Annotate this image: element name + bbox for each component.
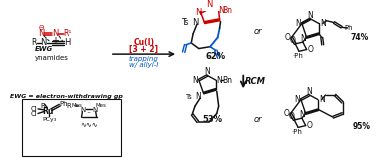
Text: EWG = electron-withdrawing gp: EWG = electron-withdrawing gp: [10, 94, 123, 99]
Text: N: N: [38, 29, 44, 38]
Text: or: or: [253, 115, 262, 124]
Text: Mes: Mes: [71, 103, 82, 108]
Text: Mes: Mes: [96, 103, 107, 108]
Text: Bn: Bn: [222, 6, 232, 15]
Text: N: N: [40, 38, 47, 48]
Text: 53%: 53%: [202, 115, 222, 124]
Text: N: N: [320, 19, 325, 28]
Text: R: R: [31, 38, 37, 48]
Text: N: N: [308, 11, 313, 20]
Text: N: N: [52, 29, 58, 38]
Text: N: N: [307, 87, 312, 96]
Text: N: N: [217, 76, 223, 85]
Text: 95%: 95%: [352, 122, 370, 131]
Text: RCM: RCM: [245, 77, 266, 86]
Text: Bn: Bn: [222, 76, 232, 85]
Text: ·Ph: ·Ph: [292, 129, 303, 135]
Text: N: N: [299, 110, 305, 119]
Text: 74%: 74%: [350, 33, 369, 42]
Text: +: +: [51, 36, 59, 46]
Text: N: N: [204, 67, 210, 76]
Bar: [22, 99, 121, 156]
Text: PCy₃: PCy₃: [42, 116, 56, 122]
Text: O: O: [285, 33, 291, 42]
Text: N: N: [195, 8, 201, 17]
Text: ∿∿∿: ∿∿∿: [80, 122, 98, 128]
Text: Θ: Θ: [38, 25, 43, 31]
Text: N: N: [300, 34, 306, 43]
Text: trapping: trapping: [129, 56, 159, 62]
Text: Ph: Ph: [59, 101, 68, 107]
Text: Ru: Ru: [42, 107, 53, 116]
Text: H: H: [64, 38, 71, 48]
Text: N: N: [192, 18, 198, 27]
Text: Cu(I): Cu(I): [133, 38, 155, 48]
Text: Cl: Cl: [31, 106, 37, 112]
Text: N: N: [319, 95, 325, 104]
Text: R =: R =: [67, 103, 79, 109]
Text: N: N: [92, 107, 98, 113]
Text: N: N: [195, 92, 201, 101]
Text: O: O: [307, 121, 312, 130]
Text: [3 + 2]: [3 + 2]: [129, 45, 158, 54]
Text: N: N: [206, 0, 212, 9]
Text: EWG: EWG: [34, 47, 53, 52]
Text: or: or: [253, 27, 262, 36]
Text: O: O: [288, 112, 294, 121]
Text: Ts: Ts: [185, 94, 192, 100]
Text: Ts: Ts: [182, 18, 189, 27]
Text: N: N: [81, 107, 86, 113]
Text: N: N: [192, 76, 198, 85]
Text: R¹: R¹: [63, 29, 71, 38]
Text: N: N: [295, 19, 301, 28]
Text: ·Ph: ·Ph: [293, 53, 304, 59]
Text: N: N: [218, 6, 225, 15]
Text: O: O: [290, 36, 295, 45]
Text: Ph: Ph: [345, 25, 353, 31]
Text: 62%: 62%: [206, 52, 226, 61]
Text: Cl: Cl: [31, 111, 37, 117]
Text: w/ allyl-I: w/ allyl-I: [129, 62, 159, 68]
Text: R: R: [40, 103, 45, 109]
Text: ··: ··: [87, 109, 92, 118]
Text: O: O: [284, 109, 290, 118]
Text: O: O: [307, 45, 313, 54]
Text: N: N: [294, 95, 300, 104]
Text: ynamides: ynamides: [35, 55, 69, 61]
